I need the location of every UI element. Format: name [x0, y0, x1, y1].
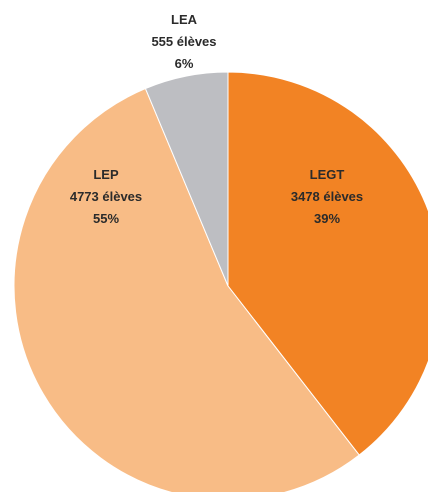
pie-slices: [13, 71, 428, 492]
slice-label-lep-count: 4773 élèves: [70, 189, 142, 204]
slice-label-legt-name: LEGT: [310, 167, 345, 182]
slice-label-lea-name: LEA: [171, 12, 198, 27]
slice-label-lea-count: 555 élèves: [151, 34, 216, 49]
slice-label-legt: LEGT 3478 élèves 39%: [291, 167, 363, 226]
pie-slice-lep: [13, 87, 360, 492]
slice-label-lea: LEA 555 élèves 6%: [151, 12, 216, 71]
slice-label-lep-name: LEP: [93, 167, 119, 182]
pie-slice-lea: [144, 71, 229, 287]
slice-label-legt-count: 3478 élèves: [291, 189, 363, 204]
slice-label-lep: LEP 4773 élèves 55%: [70, 167, 142, 226]
pie-slice-legt: [227, 71, 428, 456]
slice-label-lep-percent: 55%: [93, 211, 119, 226]
slice-label-lea-percent: 6%: [175, 56, 194, 71]
slice-label-legt-percent: 39%: [314, 211, 340, 226]
